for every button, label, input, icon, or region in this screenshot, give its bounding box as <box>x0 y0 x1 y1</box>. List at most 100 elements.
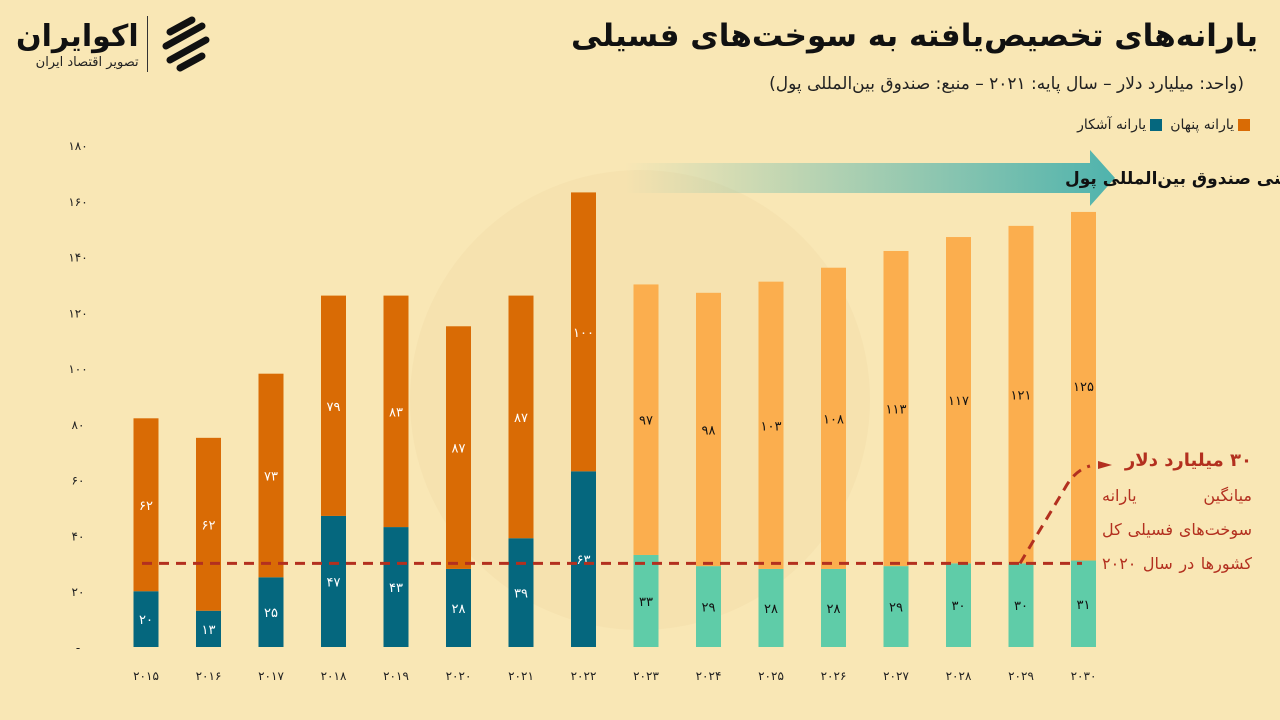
legend: یارانه پنهان یارانه آشکار <box>1077 117 1250 133</box>
data-label-explicit: ۲۸ <box>452 602 466 617</box>
data-label-explicit: ۳۰ <box>952 599 966 614</box>
data-label-implicit: ۶۲ <box>202 518 216 533</box>
x-tick-label: ۲۰۲۴ <box>696 669 722 683</box>
data-label-implicit: ۱۱۳ <box>886 403 907 418</box>
bar-explicit <box>446 568 471 647</box>
bar-group: ۳۰ ۱۱۷ <box>946 237 971 647</box>
x-tick-label: ۲۰۳۰ <box>1071 669 1097 683</box>
bar-group: ۴۷ ۷۹ <box>321 295 346 647</box>
bar-explicit <box>321 515 346 647</box>
data-label-explicit: ۳۹ <box>514 587 528 602</box>
bar-implicit <box>571 192 596 472</box>
data-label-explicit: ۳۰ <box>1014 599 1028 614</box>
bar-implicit <box>883 250 909 567</box>
data-label-implicit: ۱۰۳ <box>761 419 782 434</box>
bar-explicit <box>946 563 971 647</box>
legend-label-implicit: یارانه پنهان <box>1170 117 1234 133</box>
bar-implicit <box>1071 211 1096 561</box>
bar-implicit <box>946 237 971 564</box>
bar-explicit <box>258 577 284 647</box>
data-label-implicit: ۶۲ <box>139 499 153 514</box>
logo: اکوایران تصویر اقتصاد ایران <box>16 14 216 74</box>
bar-implicit <box>508 295 534 539</box>
bar-group: ۲۵ ۷۳ <box>258 373 284 647</box>
bar-explicit <box>383 527 409 647</box>
y-tick-label: ۸۰ <box>72 418 85 432</box>
x-tick-label: ۲۰۲۱ <box>508 669 534 683</box>
forecast-banner: پیش‌بینی صندوق بین‌المللی پول <box>625 150 1280 206</box>
bar-group: ۲۹ ۹۸ <box>696 292 721 647</box>
logo-mark-icon <box>162 16 210 72</box>
annotation-body: میانگین یارانه سوخت‌های فسیلی کل کشورها … <box>1102 486 1252 573</box>
data-label-implicit: ۸۳ <box>389 405 403 420</box>
bar-explicit <box>508 538 534 647</box>
y-tick-label: ۱۲۰ <box>68 306 87 320</box>
legend-swatch-explicit <box>1150 119 1163 131</box>
bar-explicit <box>1008 563 1034 647</box>
data-label-explicit: ۲۸ <box>827 602 841 617</box>
bar-group: ۲۰ ۶۲ <box>133 418 159 647</box>
bar-group: ۲۹ ۱۱۳ <box>883 250 909 647</box>
bar-explicit <box>633 554 659 647</box>
data-label-explicit: ۲۰ <box>139 613 153 628</box>
x-tick-label: ۲۰۲۵ <box>758 669 784 683</box>
bar-group: ۲۸ ۸۷ <box>446 326 471 647</box>
chart-subtitle: (واحد: میلیارد دلار – سال پایه: ۲۰۲۱ – م… <box>769 74 1244 94</box>
data-label-implicit: ۹۸ <box>702 423 716 438</box>
data-label-implicit: ۷۳ <box>264 469 278 484</box>
data-label-explicit: ۲۹ <box>702 601 716 616</box>
logo-name: اکوایران <box>16 18 139 54</box>
y-tick-label: - <box>76 641 80 655</box>
bar-group: ۲۸ ۱۰۸ <box>821 267 846 647</box>
bar-group: ۳۱ ۱۲۵ <box>1071 211 1096 647</box>
data-label-explicit: ۴۷ <box>327 575 341 590</box>
y-tick-label: ۱۴۰ <box>68 251 87 265</box>
annotation-connector <box>1018 464 1091 565</box>
bar-implicit <box>1008 225 1034 564</box>
data-label-implicit: ۷۹ <box>327 400 341 415</box>
bar-explicit <box>758 568 784 647</box>
legend-swatch-implicit <box>1238 119 1250 131</box>
y-tick-label: ۶۰ <box>72 474 85 488</box>
bar-explicit <box>883 566 909 647</box>
bar-group: ۴۳ ۸۳ <box>383 295 409 647</box>
data-label-implicit: ۱۰۰ <box>573 326 594 341</box>
bar-implicit <box>258 373 284 578</box>
bar-explicit <box>571 471 596 647</box>
annotation: ۳۰ میلیارد دلار میانگین یارانه سوخت‌های … <box>1102 450 1252 581</box>
bar-implicit <box>758 281 784 569</box>
x-tick-label: ۲۰۱۶ <box>196 669 222 683</box>
bar-explicit <box>821 568 846 647</box>
y-tick-label: ۱۸۰ <box>68 139 87 153</box>
data-label-explicit: ۲۸ <box>764 602 778 617</box>
x-tick-label: ۲۰۱۷ <box>258 669 284 683</box>
data-label-explicit: ۱۳ <box>202 623 216 638</box>
bar-explicit <box>133 591 159 647</box>
data-label-explicit: ۴۳ <box>389 581 403 596</box>
logo-tagline: تصویر اقتصاد ایران <box>35 54 139 70</box>
bar-group: ۳۹ ۸۷ <box>508 295 534 647</box>
data-label-implicit: ۱۰۸ <box>823 412 844 427</box>
bar-implicit <box>446 326 471 569</box>
y-tick-label: ۲۰ <box>72 585 85 599</box>
forecast-banner-label: پیش‌بینی صندوق بین‌المللی پول <box>1065 169 1280 189</box>
bar-implicit <box>196 437 221 611</box>
bar-group: ۶۳ ۱۰۰ <box>571 192 596 647</box>
x-tick-label: ۲۰۱۹ <box>383 669 409 683</box>
bar-explicit <box>696 566 721 647</box>
x-tick-label: ۲۰۲۷ <box>883 669 909 683</box>
data-label-explicit: ۲۵ <box>264 606 278 621</box>
x-tick-label: ۲۰۲۹ <box>1008 669 1034 683</box>
data-label-implicit: ۱۲۱ <box>1011 389 1032 404</box>
data-label-implicit: ۸۷ <box>514 411 528 426</box>
legend-label-explicit: یارانه آشکار <box>1077 117 1147 133</box>
x-tick-label: ۲۰۲۶ <box>821 669 847 683</box>
logo-divider <box>146 16 148 72</box>
x-tick-label: ۲۰۲۲ <box>571 669 597 683</box>
data-label-implicit: ۹۷ <box>639 414 653 429</box>
data-label-implicit: ۸۷ <box>452 442 466 457</box>
x-tick-label: ۲۰۲۳ <box>633 669 659 683</box>
bar-group: ۳۳ ۹۷ <box>633 284 659 647</box>
bar-explicit <box>196 610 221 647</box>
annotation-headline: ۳۰ میلیارد دلار <box>1124 450 1252 471</box>
